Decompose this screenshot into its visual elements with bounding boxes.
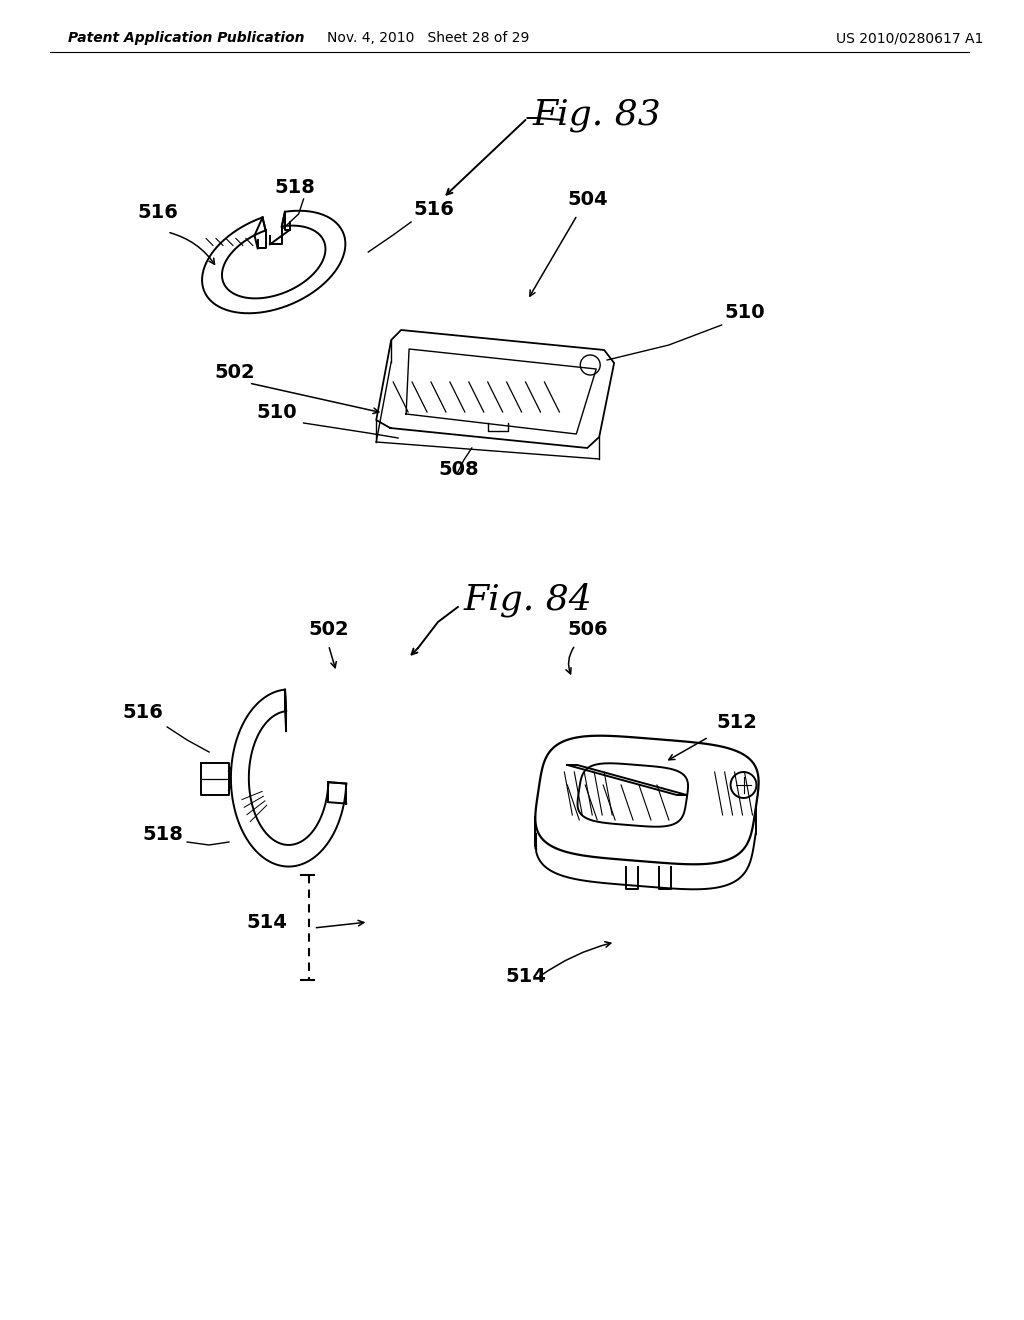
Text: 514: 514 <box>506 968 547 986</box>
Text: Nov. 4, 2010   Sheet 28 of 29: Nov. 4, 2010 Sheet 28 of 29 <box>327 30 529 45</box>
Text: 516: 516 <box>413 201 454 219</box>
Text: 502: 502 <box>308 620 349 639</box>
Text: Fig. 84: Fig. 84 <box>463 582 592 618</box>
Text: 506: 506 <box>567 620 608 639</box>
Text: 510: 510 <box>725 304 765 322</box>
Text: 516: 516 <box>123 704 163 722</box>
Text: 518: 518 <box>142 825 183 843</box>
Text: Fig. 83: Fig. 83 <box>532 98 662 132</box>
Text: 514: 514 <box>247 913 288 932</box>
Text: US 2010/0280617 A1: US 2010/0280617 A1 <box>836 30 983 45</box>
Text: 516: 516 <box>137 203 178 222</box>
Text: 510: 510 <box>257 403 297 422</box>
Text: Patent Application Publication: Patent Application Publication <box>68 30 304 45</box>
Text: 518: 518 <box>274 178 315 197</box>
Text: 508: 508 <box>438 459 478 479</box>
Text: 504: 504 <box>567 190 608 209</box>
Text: 512: 512 <box>717 713 758 733</box>
Text: 502: 502 <box>214 363 255 381</box>
